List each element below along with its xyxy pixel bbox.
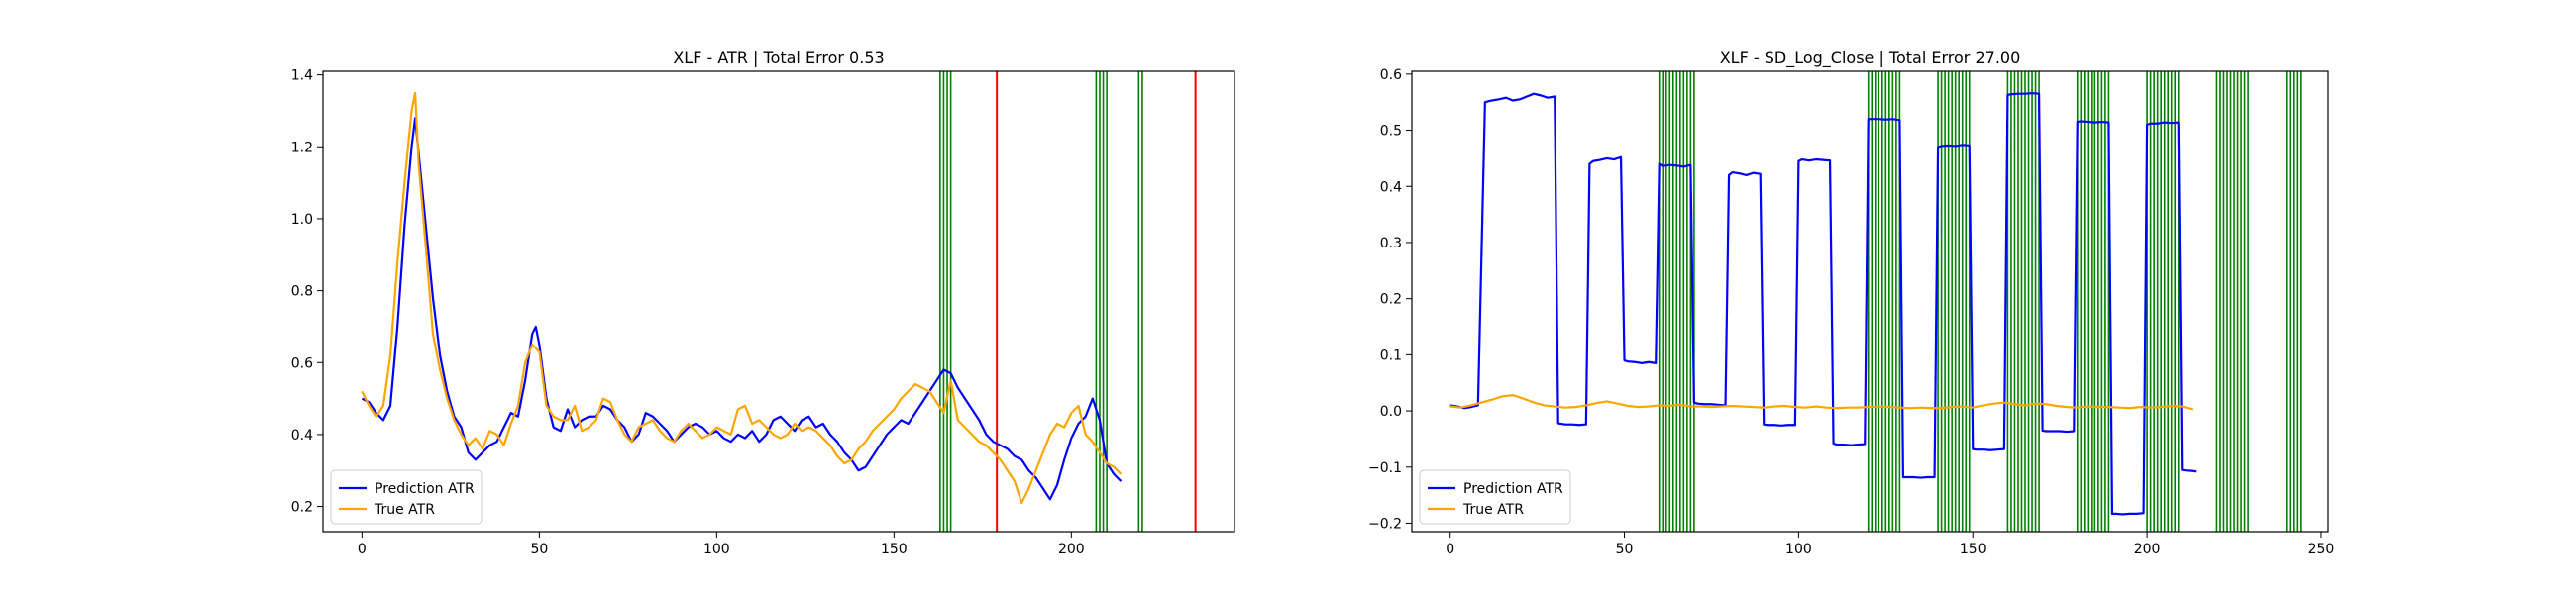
x-tick-label: 100 — [1785, 542, 1812, 557]
x-tick-label: 200 — [2134, 542, 2161, 557]
legend: Prediction ATR True ATR — [1419, 469, 1571, 525]
x-tick-label: 0 — [1446, 542, 1454, 557]
series-line-true — [361, 91, 1123, 505]
x-tick-label: 50 — [530, 542, 548, 557]
y-tick-label: 0.8 — [291, 284, 313, 300]
plot-frame — [322, 70, 1235, 533]
x-tick-label: 150 — [881, 542, 908, 557]
chart-title: XLF - ATR | Total Error 0.53 — [673, 49, 884, 67]
y-tick-label: 0.4 — [291, 428, 313, 444]
legend-label: True ATR — [1462, 502, 1524, 518]
legend-box — [330, 469, 483, 525]
series-line-prediction — [1449, 92, 2197, 516]
y-tick-label: 0.1 — [1380, 347, 1402, 363]
legend-label: Prediction ATR — [1463, 481, 1563, 497]
plot-frame — [1411, 70, 2329, 533]
x-tick-label: 50 — [1616, 542, 1634, 557]
y-tick-label: 0.0 — [1380, 404, 1402, 420]
y-tick-label: 1.4 — [291, 68, 313, 84]
y-tick-label: 0.2 — [291, 500, 313, 516]
legend-label: True ATR — [374, 502, 435, 518]
series-line-true — [1449, 394, 2194, 411]
y-tick-label: 0.6 — [291, 355, 313, 371]
y-tick-label: 1.0 — [291, 212, 313, 228]
x-tick-label: 150 — [1960, 542, 1986, 557]
plot-area: 0 50 100 150 200 0.2 0.4 0.6 0.8 1.0 1.2 1.4 Predict… — [291, 68, 1235, 557]
y-tick-label: −0.1 — [1368, 460, 1402, 476]
y-tick-label: −0.2 — [1368, 516, 1402, 532]
y-tick-label: 0.3 — [1380, 236, 1402, 251]
x-tick-label: 200 — [1058, 542, 1085, 557]
x-tick-label: 100 — [703, 542, 730, 557]
x-tick-label: 0 — [358, 542, 367, 557]
y-tick-label: 0.2 — [1380, 292, 1402, 308]
y-tick-label: 0.5 — [1380, 124, 1402, 140]
y-tick-label: 0.4 — [1380, 179, 1402, 195]
plot-area: 0 50 100 150 200 250 −0.2 −0.1 0.0 0.1 0.2 0.3 0.4 0.… — [1368, 67, 2334, 557]
chart-panel-sd-log-close: XLF - SD_Log_Close | Total Error 27.00 0… — [1368, 49, 2334, 557]
x-tick-label: 250 — [2308, 542, 2335, 557]
plot-data — [1449, 71, 2302, 532]
y-tick-label: 0.6 — [1380, 67, 1402, 83]
chart-panel-atr: XLF - ATR | Total Error 0.53 0 50 100 150 20… — [291, 49, 1235, 557]
legend-box — [1419, 469, 1571, 525]
legend: Prediction ATR True ATR — [330, 469, 483, 525]
series-line-prediction — [361, 117, 1123, 501]
legend-label: Prediction ATR — [375, 481, 475, 497]
chart-title: XLF - SD_Log_Close | Total Error 27.00 — [1720, 49, 2021, 68]
plot-data — [361, 71, 1197, 532]
y-tick-label: 1.2 — [291, 140, 313, 155]
